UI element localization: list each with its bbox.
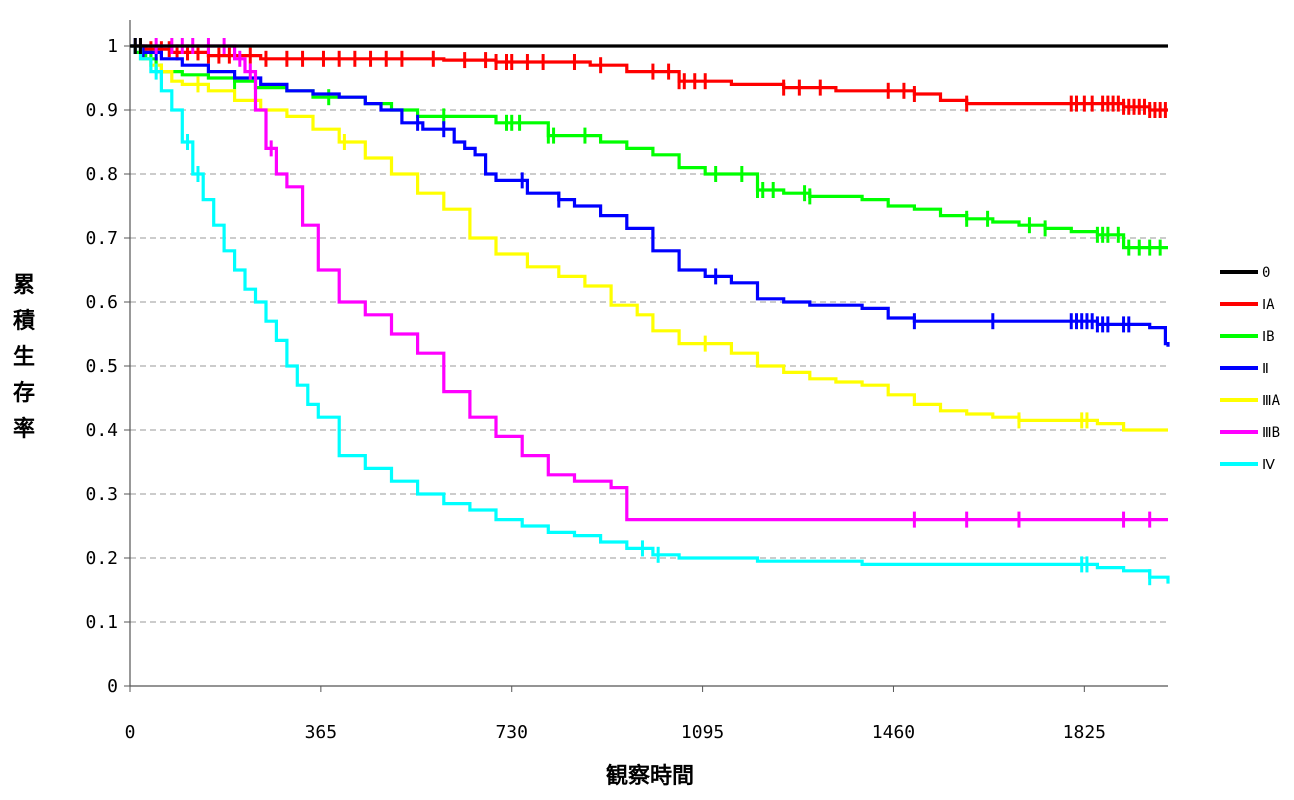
y-tick-label: 0.8 bbox=[85, 164, 118, 185]
y-axis-title-char: 率 bbox=[13, 416, 35, 442]
series-line bbox=[130, 44, 1168, 432]
y-tick-label: 0.2 bbox=[85, 548, 118, 569]
x-tick-label: 365 bbox=[305, 722, 338, 743]
y-tick-label: 0.7 bbox=[85, 228, 118, 249]
y-tick-label: 0.3 bbox=[85, 484, 118, 505]
y-axis-title-char: 生 bbox=[13, 345, 35, 370]
legend-label: ⅢA bbox=[1262, 393, 1281, 409]
y-ticks: 0 0.1 0.2 0.3 0.4 0.5 0.6 0.7 0.8 0.9 1 bbox=[85, 36, 130, 697]
y-tick-label: 0.5 bbox=[85, 356, 118, 377]
x-tick-label: 1095 bbox=[681, 722, 724, 743]
series-lines bbox=[130, 38, 1170, 586]
y-tick-label: 0.1 bbox=[85, 612, 118, 633]
legend-label: ⅠA bbox=[1262, 297, 1275, 313]
legend-label: ⅢB bbox=[1262, 425, 1280, 441]
x-axis-title: 観察時間 bbox=[606, 763, 694, 789]
legend: 0 ⅠA ⅠB Ⅱ ⅢA ⅢB Ⅳ bbox=[1220, 265, 1281, 473]
series-line bbox=[130, 44, 1168, 522]
y-tick-label: 0 bbox=[107, 676, 118, 697]
series-line bbox=[130, 44, 1170, 347]
x-tick-label: 1825 bbox=[1063, 722, 1106, 743]
y-tick-label: 0.6 bbox=[85, 292, 118, 313]
legend-label: ⅠB bbox=[1262, 329, 1275, 345]
gridlines bbox=[130, 45, 1168, 623]
y-tick-label: 0.9 bbox=[85, 100, 118, 121]
legend-label: Ⅳ bbox=[1262, 457, 1275, 473]
y-axis-title-char: 累 bbox=[13, 273, 35, 298]
y-axis-title-char: 積 bbox=[13, 309, 36, 334]
series-line bbox=[130, 44, 1168, 250]
y-axis-title-char: 存 bbox=[13, 380, 35, 406]
legend-label: 0 bbox=[1262, 265, 1270, 281]
x-tick-label: 730 bbox=[495, 722, 528, 743]
x-tick-label: 0 bbox=[125, 722, 136, 743]
legend-label: Ⅱ bbox=[1262, 361, 1269, 377]
x-tick-label: 1460 bbox=[872, 722, 915, 743]
x-ticks: 0 365 730 1095 1460 1825 bbox=[125, 686, 1106, 743]
y-tick-label: 1 bbox=[107, 36, 118, 57]
series-line bbox=[130, 44, 1170, 584]
y-tick-label: 0.4 bbox=[85, 420, 118, 441]
axes bbox=[129, 20, 1168, 687]
